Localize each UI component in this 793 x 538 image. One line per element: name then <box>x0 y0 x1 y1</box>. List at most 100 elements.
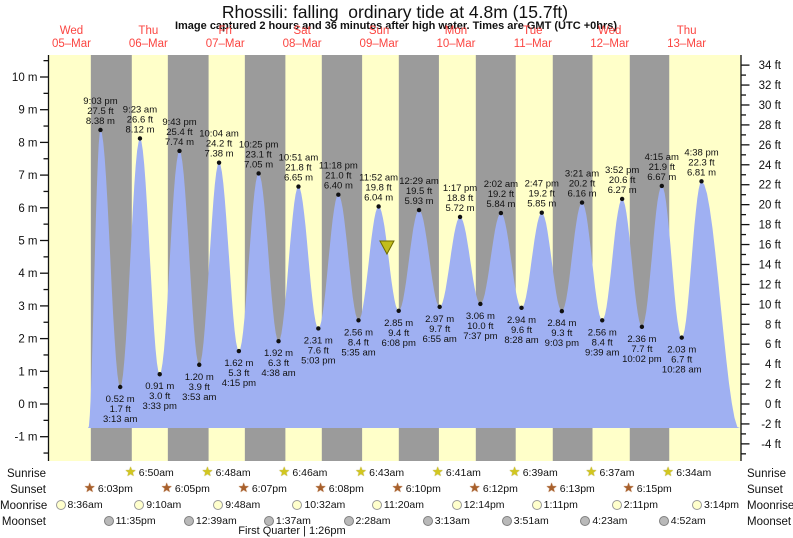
right-axis-tick-label: 16 ft <box>759 240 782 252</box>
tide-extreme-dot <box>197 362 202 367</box>
sunset-time: 6:10pm <box>405 483 441 495</box>
tide-extreme-dot <box>137 136 143 141</box>
right-axis-tick-label: 2 ft <box>765 379 782 391</box>
right-axis-tick-label: 26 ft <box>759 140 782 152</box>
moonset-circle-icon <box>422 516 433 526</box>
sunrise-star-icon: ★ <box>662 464 674 479</box>
left-axis-tick-label: 1 m <box>18 366 37 378</box>
low-tide-feet: 1.7 ft <box>110 404 131 415</box>
high-tide-meters: 6.65 m <box>284 173 313 184</box>
sunrise-star-icon: ★ <box>431 464 444 479</box>
low-tide-feet: 7.6 ft <box>308 345 329 356</box>
sunset-time: 6:13pm <box>559 483 595 495</box>
high-tide-meters: 6.40 m <box>324 181 353 192</box>
high-tide-time: 10:04 am <box>199 129 239 140</box>
moonset-circle-icon <box>183 516 194 526</box>
low-tide-feet: 7.7 ft <box>631 344 652 355</box>
sunset-star-icon: ★ <box>237 480 250 495</box>
moon-phase-label: First Quarter | 1:26pm <box>238 525 346 537</box>
tide-extreme-dot <box>118 384 123 390</box>
right-axis-tick-label: 30 ft <box>759 100 782 112</box>
tide-extreme-dot <box>437 304 442 310</box>
high-tide-time: 10:25 pm <box>239 139 279 150</box>
day-label: Sat <box>294 25 312 37</box>
right-axis-tick-label: -4 ft <box>761 439 782 451</box>
high-tide-feet: 24.2 ft <box>206 139 233 150</box>
moonset-circle-icon <box>343 516 354 526</box>
sunrise-star-icon: ★ <box>124 464 137 479</box>
tide-extreme-dot <box>699 179 704 184</box>
low-tide-meters: 2.36 m <box>627 334 656 345</box>
moonrise-circle-icon <box>611 500 622 510</box>
right-axis-tick-label: 14 ft <box>759 259 782 271</box>
sunrise-time: 6:37am <box>599 467 635 479</box>
moonset-time: 2:28am <box>355 515 391 527</box>
sunset-star-icon: ★ <box>622 480 635 495</box>
right-axis-tick-label: 24 ft <box>759 160 782 172</box>
tide-extreme-dot <box>579 200 585 205</box>
low-tide-meters: 2.94 m <box>507 315 536 326</box>
low-tide-feet: 5.3 ft <box>228 368 249 379</box>
high-tide-feet: 22.3 ft <box>688 157 715 168</box>
low-tide-time: 8:28 am <box>504 335 538 346</box>
moonrise-circle-icon <box>451 500 462 510</box>
low-tide-feet: 10.0 ft <box>467 321 494 332</box>
high-tide-time: 12:29 am <box>399 176 439 187</box>
high-tide-feet: 20.2 ft <box>569 179 596 190</box>
right-axis-tick-label: 4 ft <box>765 359 782 371</box>
current-tide-marker <box>379 240 395 256</box>
moonrise-time: 1:11pm <box>543 499 578 511</box>
sunset-time: 6:12pm <box>482 483 518 495</box>
page-subtitle: Image captured 2 hours and 36 minutes af… <box>174 20 618 32</box>
moonset-circle-icon <box>263 516 274 526</box>
low-tide-time: 3:33 pm <box>143 401 177 412</box>
high-tide-meters: 8.38 m <box>86 116 115 127</box>
day-label: Thu <box>138 25 158 37</box>
low-tide-meters: 2.03 m <box>667 345 696 356</box>
high-tide-feet: 20.6 ft <box>609 175 636 186</box>
sunset-time: 6:05pm <box>174 483 210 495</box>
low-tide-feet: 8.4 ft <box>592 337 613 348</box>
day-date-label: 06–Mar <box>129 38 168 50</box>
sunrise-star-icon: ★ <box>278 464 291 479</box>
tide-extreme-dot <box>639 324 645 330</box>
low-tide-meters: 0.91 m <box>145 381 174 392</box>
sunset-time: 6:07pm <box>251 483 287 495</box>
day-label: Sun <box>369 25 389 37</box>
moonset-time: 3:13am <box>434 515 470 527</box>
high-tide-feet: 26.6 ft <box>127 114 154 125</box>
sunrise-time: 6:34am <box>676 467 712 479</box>
high-tide-feet: 21.8 ft <box>285 163 312 174</box>
left-axis-tick-label: 6 m <box>18 203 37 215</box>
tide-extreme-dot <box>679 335 684 340</box>
low-tide-meters: 0.52 m <box>106 394 135 405</box>
moonrise-circle-icon <box>134 500 145 510</box>
sunrise-time: 6:50am <box>138 467 174 479</box>
tide-extreme-dot <box>396 308 401 314</box>
high-tide-feet: 21.9 ft <box>649 162 676 173</box>
sunset-row-label-right: Sunset <box>747 484 783 496</box>
sunset-row-label-left: Sunset <box>10 484 46 496</box>
high-tide-feet: 18.8 ft <box>447 193 474 204</box>
low-tide-meters: 2.85 m <box>384 318 413 329</box>
sunrise-row-label-left: Sunrise <box>7 468 46 480</box>
high-tide-meters: 6.67 m <box>647 172 676 183</box>
sunrise-row-label-right: Sunrise <box>747 468 786 480</box>
right-axis-tick-label: 18 ft <box>759 220 782 232</box>
high-tide-meters: 7.05 m <box>244 159 273 170</box>
low-tide-time: 4:15 pm <box>222 378 256 389</box>
low-tide-meters: 1.20 m <box>185 372 214 383</box>
high-tide-time: 11:18 pm <box>319 161 358 172</box>
right-axis-tick-label: -2 ft <box>761 419 782 431</box>
left-axis-tick-label: 2 m <box>18 334 37 346</box>
moonrise-circle-icon <box>531 500 542 510</box>
right-axis-tick-label: 8 ft <box>765 319 782 331</box>
tide-extreme-dot <box>98 127 103 133</box>
left-axis-tick-label: 4 m <box>18 268 37 280</box>
right-axis-tick-label: 34 ft <box>759 60 782 72</box>
tide-extreme-dot <box>296 184 301 189</box>
high-tide-time: 9:23 am <box>123 104 157 115</box>
moonrise-row-label-left: Moonrise <box>0 500 48 512</box>
tide-curve <box>88 130 740 428</box>
